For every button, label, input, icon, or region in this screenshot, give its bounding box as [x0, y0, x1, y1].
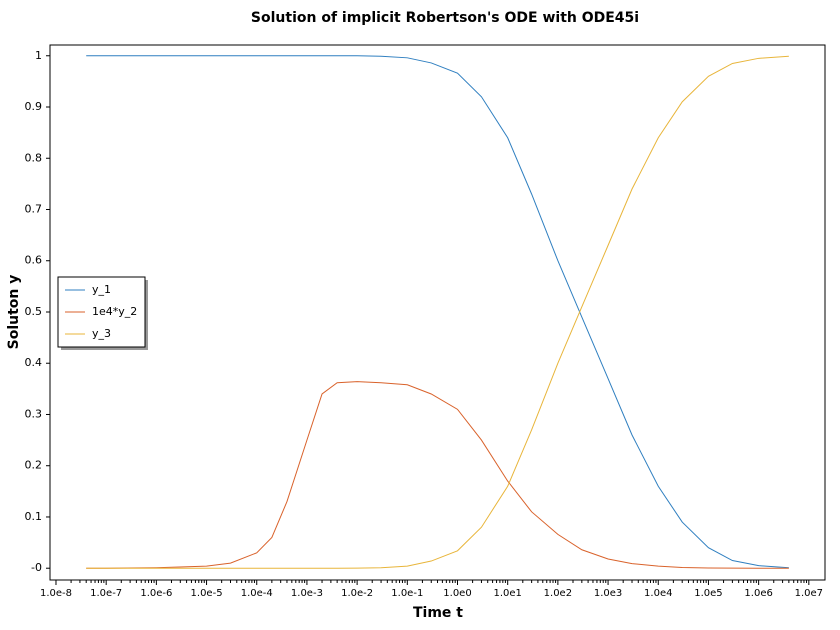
y-tick-label: 0.6: [25, 254, 43, 267]
x-tick-label: 1.0e-2: [341, 588, 373, 599]
y-tick-label: 0.8: [25, 151, 43, 164]
series-line: [86, 55, 789, 569]
x-tick-label: 1.0e1: [493, 588, 521, 599]
x-tick-label: 1.0e2: [544, 588, 572, 599]
y-tick-label: 0.5: [25, 305, 43, 318]
x-tick-label: 1.0e-4: [241, 588, 273, 599]
x-tick-label: 1.0e-1: [391, 588, 423, 599]
y-tick-label: 0.4: [25, 356, 43, 369]
y-axis-label: Soluton y: [6, 275, 22, 350]
x-axis-label: Time t: [413, 605, 463, 621]
x-tick-label: 1.0e7: [795, 588, 823, 599]
series-line: [86, 381, 789, 569]
plot-frame: [49, 44, 826, 581]
y-tick-label: 0.3: [25, 407, 43, 420]
y-tick-label: 0.7: [25, 202, 43, 215]
y-tick-label: 0.2: [25, 459, 43, 472]
legend-label: 1e4*y_2: [92, 305, 137, 318]
y-tick-label: 0.1: [25, 510, 43, 523]
x-tick-label: 1.0e-6: [140, 588, 172, 599]
x-tick-label: 1.0e-3: [291, 588, 323, 599]
series-line: [86, 55, 789, 569]
legend-label: y_1: [92, 283, 111, 296]
y-tick-label: -0: [31, 561, 42, 574]
x-tick-label: 1.0e-7: [90, 588, 122, 599]
x-tick-label: 1.0e3: [594, 588, 622, 599]
x-tick-label: 1.0e-5: [191, 588, 223, 599]
y-tick-label: 1: [35, 49, 42, 62]
x-tick-label: 1.0e0: [443, 588, 471, 599]
legend-label: y_3: [92, 327, 111, 340]
x-tick-label: 1.0e4: [644, 588, 672, 599]
chart-title: Solution of implicit Robertson's ODE wit…: [251, 10, 639, 26]
x-tick-label: 1.0e6: [744, 588, 772, 599]
x-tick-label: 1.0e5: [694, 588, 722, 599]
y-tick-label: 0.9: [25, 100, 43, 113]
x-tick-label: 1.0e-8: [40, 588, 72, 599]
